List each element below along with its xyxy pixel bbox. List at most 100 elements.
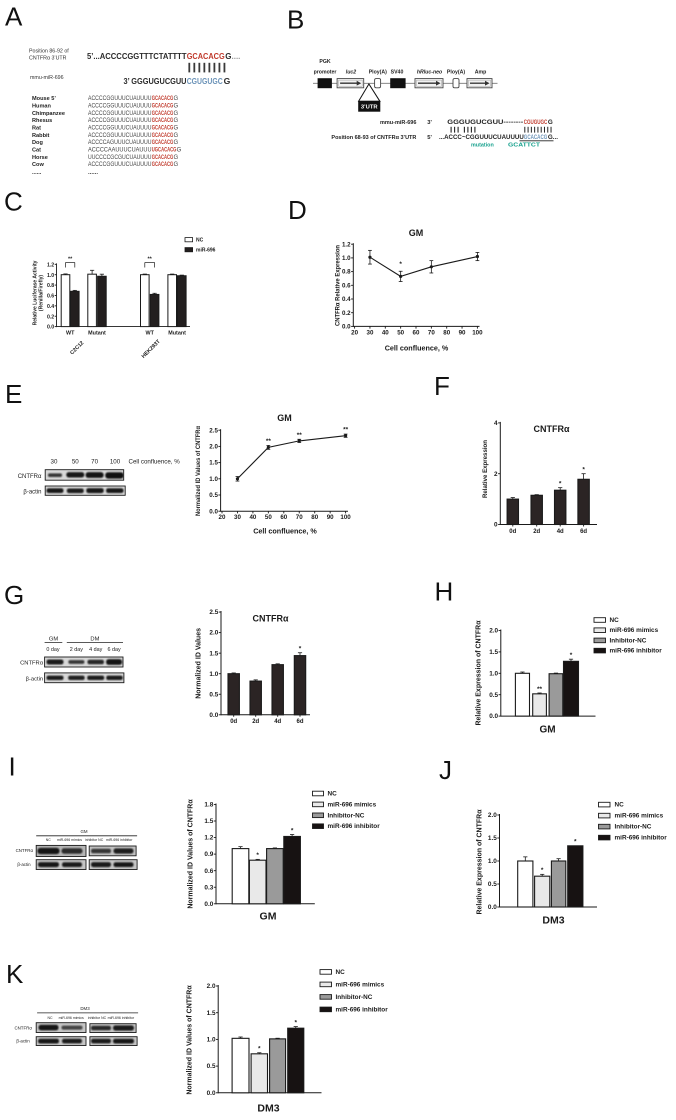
svg-text:NC: NC [196,238,204,244]
svg-text:1.0: 1.0 [209,476,218,483]
svg-text:GM: GM [277,413,292,423]
svg-text:1.0: 1.0 [207,1037,216,1044]
svg-text:0d: 0d [230,719,237,725]
svg-text:ACCCCGGUUUCUAUUUU: ACCCCGGUUUCUAUUUU [88,162,152,168]
svg-text:DM3: DM3 [257,1103,279,1115]
svg-text:0.8: 0.8 [342,269,351,276]
svg-text:0.0: 0.0 [342,324,351,331]
svg-text:*: * [299,646,302,653]
svg-text:0.5: 0.5 [209,492,218,499]
svg-text:F: F [434,371,450,401]
svg-text:2d: 2d [533,529,540,535]
svg-text:0.5: 0.5 [488,881,497,888]
svg-text:*: * [256,852,259,859]
svg-text:UUCCCCGCGUCUAUUUU: UUCCCCGCGUCUAUUUU [88,155,152,161]
svg-text:1.5: 1.5 [209,650,218,657]
svg-text:*: * [291,827,294,834]
svg-text:miR-696 inhibitor: miR-696 inhibitor [328,823,381,830]
svg-text:G: G [174,118,179,124]
svg-text:Relative Expression of CNTFRα: Relative Expression of CNTFRα [477,809,484,915]
svg-text:Relative Expression of CNTFRα: Relative Expression of CNTFRα [476,620,483,726]
svg-text:WT: WT [146,331,155,337]
svg-text:Human: Human [32,104,52,110]
svg-text:GCACACG: GCACACG [152,104,174,110]
svg-text:H: H [435,577,454,607]
svg-text:0.6: 0.6 [204,868,213,875]
svg-text:G: G [174,104,179,110]
svg-text:G: G [174,162,179,168]
svg-text:GCACACG: GCACACG [152,133,174,139]
svg-text:**: ** [297,432,303,439]
svg-text:4: 4 [494,420,498,427]
svg-text:0d: 0d [509,529,516,535]
svg-text:1.5: 1.5 [204,818,213,825]
svg-text:β-actin: β-actin [17,862,31,867]
svg-text:CNTFRα: CNTFRα [18,474,42,480]
svg-text:Ploy(A): Ploy(A) [447,70,465,76]
svg-text:4d: 4d [274,719,281,725]
svg-text:miR-696 inhibitor: miR-696 inhibitor [336,1006,389,1013]
svg-text:GCACACG: GCACACG [152,96,174,102]
svg-text:miR-696 inhibitor: miR-696 inhibitor [615,835,668,842]
svg-text:mutation: mutation [471,143,494,149]
svg-text:1.5: 1.5 [489,649,498,656]
svg-text:70: 70 [428,329,435,336]
svg-text:CNTFRα: CNTFRα [16,848,34,853]
svg-text:D: D [288,195,307,225]
svg-text:2.5: 2.5 [209,609,218,616]
svg-text:Rhesus: Rhesus [32,118,52,124]
svg-text:GCACACG: GCACACG [152,125,174,131]
svg-text:CNTFRα: CNTFRα [20,661,44,667]
svg-text:GCACACG: GCACACG [152,111,174,117]
svg-text:1.8: 1.8 [204,802,213,809]
svg-text:NC: NC [47,1016,53,1020]
svg-text:G: G [224,76,231,86]
svg-text:CNTFRα Relative Expression: CNTFRα Relative Expression [334,245,341,326]
svg-text:PGK: PGK [319,59,330,65]
svg-text:NC: NC [610,617,620,624]
svg-text:CGUGUGC: CGUGUGC [187,76,223,86]
svg-text:Cell confluence, %: Cell confluence, % [129,459,181,466]
svg-text:SV40: SV40 [391,70,404,76]
svg-text:*: * [258,1046,261,1053]
svg-text:Cow: Cow [32,162,44,168]
svg-text:90: 90 [327,514,334,521]
svg-text:G: G [174,155,179,161]
svg-text:0.6: 0.6 [342,282,351,289]
svg-text:100: 100 [472,329,483,336]
svg-text:0.0: 0.0 [209,712,218,719]
svg-text:Position 86-92 of: Position 86-92 of [29,49,69,55]
svg-text:G: G [548,119,553,126]
svg-text:20: 20 [351,329,358,336]
svg-text:Normalized ID Values: Normalized ID Values [196,628,203,699]
svg-text:ACCCCGGUUUCUAUUUU: ACCCCGGUUUCUAUUUU [88,125,152,131]
svg-text:GCACACG: GCACACG [152,162,174,168]
svg-text:*: * [582,467,585,474]
svg-text:0.6: 0.6 [47,294,54,300]
svg-text:C: C [4,187,23,217]
svg-text:5’...ACCCCGGTTTCTATTTT: 5’...ACCCCGGTTTCTATTTT [87,52,187,61]
svg-text:0.5: 0.5 [209,691,218,698]
svg-text:NC: NC [328,791,338,798]
svg-text:CNTFRα: CNTFRα [14,1026,32,1031]
svg-text:1.2: 1.2 [47,262,54,268]
svg-text:0.5: 0.5 [207,1063,216,1070]
svg-text:100: 100 [340,514,351,521]
svg-text:Mutant: Mutant [88,331,106,337]
svg-text:ACCCCAGUUUCUAUUUU: ACCCCAGUUUCUAUUUU [88,140,152,146]
svg-text:miR-696 mimics: miR-696 mimics [615,813,664,820]
svg-text:0.0: 0.0 [47,325,54,331]
svg-text:miR-696 mimics: miR-696 mimics [57,838,82,842]
svg-text:β-actin: β-actin [16,1039,30,1044]
svg-text:1.0: 1.0 [489,670,498,677]
svg-text:2.0: 2.0 [207,983,216,990]
svg-text:CGUGUGC: CGUGUGC [524,119,548,126]
svg-text:0.0: 0.0 [209,508,218,515]
svg-text:ACCCCAAUUUCUAUUU: ACCCCAAUUUCUAUUU [88,147,152,153]
svg-text:1.0: 1.0 [209,671,218,678]
svg-text:0.2: 0.2 [342,310,351,317]
svg-text:miR-696 inhibitor: miR-696 inhibitor [610,648,663,655]
svg-text:6d: 6d [580,529,587,535]
svg-text:miR-696 mimics: miR-696 mimics [328,801,377,808]
svg-text:GCACACG: GCACACG [152,118,174,124]
